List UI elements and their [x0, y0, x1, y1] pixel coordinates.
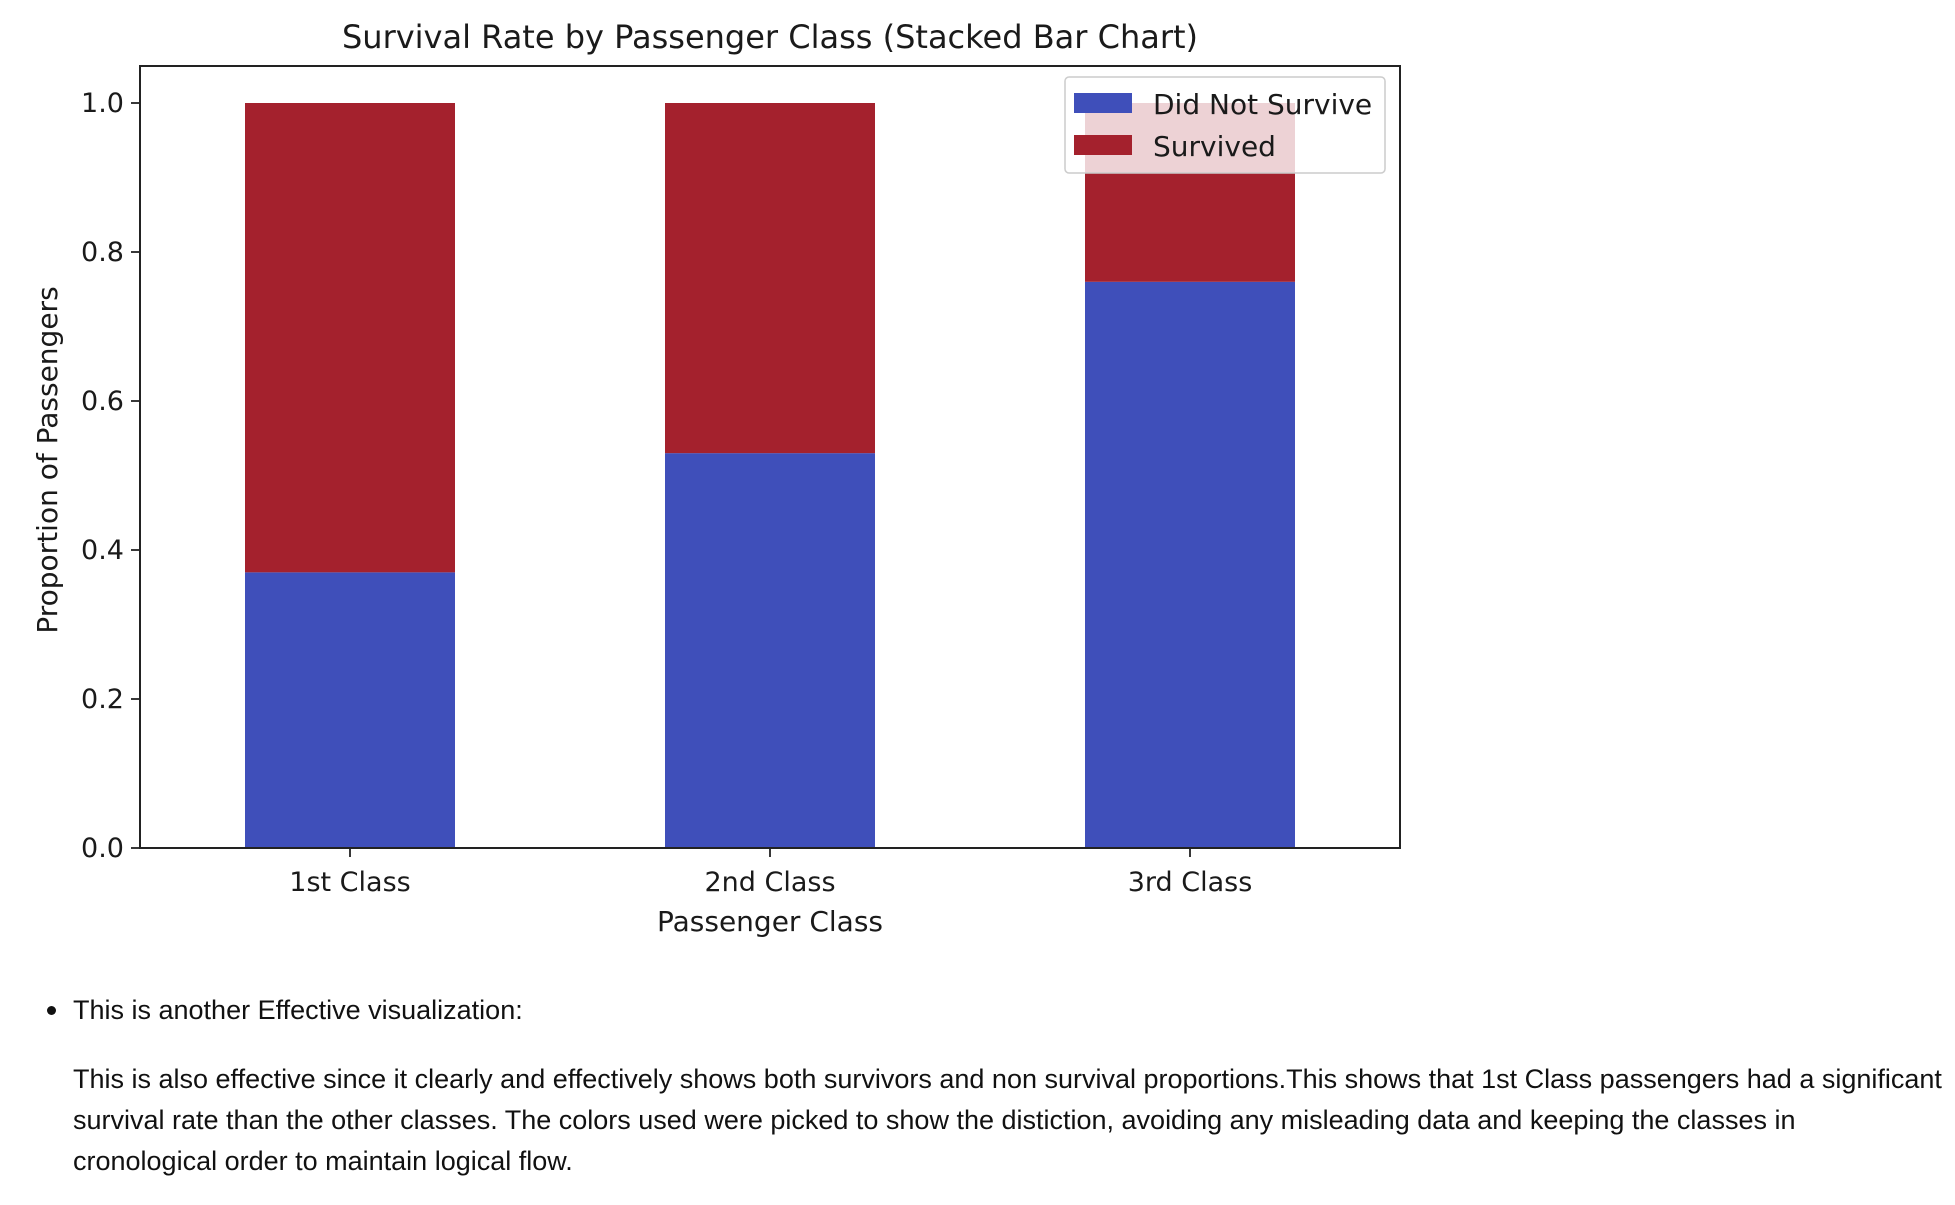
bar-1st-class-did-not-survive: [245, 572, 455, 848]
bullet-dot-icon: [47, 1006, 56, 1015]
notes-section: This is another Effective visualization:…: [40, 990, 1942, 1182]
plot-frame: [139, 65, 1401, 849]
legend: Did Not Survive Survived: [1064, 76, 1386, 174]
x-tick-label: 2nd Class: [704, 867, 835, 898]
y-tick-label: 1.0: [81, 88, 124, 119]
y-tick-label: 0.2: [81, 684, 124, 715]
bullet-text: This is another Effective visualization:: [73, 995, 523, 1025]
chart-container: Survival Rate by Passenger Class (Stacke…: [31, 18, 1401, 938]
bars-layer: [245, 103, 1295, 848]
legend-swatch-survived: [1074, 135, 1132, 155]
legend-frame: [1064, 76, 1386, 174]
y-tick-label: 0.4: [81, 535, 124, 566]
y-tick-label: 0.6: [81, 386, 124, 417]
note-paragraph: This is also effective since it clearly …: [73, 1064, 1942, 1176]
bar-2nd-class-did-not-survive: [665, 453, 875, 848]
x-tick-label: 3rd Class: [1128, 867, 1253, 898]
legend-label-did-not-survive: Did Not Survive: [1153, 88, 1372, 121]
legend-swatch-did-not-survive: [1074, 93, 1132, 113]
x-tick-label: 1st Class: [289, 867, 410, 898]
x-axis-label: Passenger Class: [657, 905, 883, 938]
stacked-bar-chart: Survival Rate by Passenger Class (Stacke…: [31, 18, 1401, 938]
bar-3rd-class-did-not-survive: [1085, 281, 1295, 848]
bar-2nd-class-survived: [665, 103, 875, 454]
chart-title: Survival Rate by Passenger Class (Stacke…: [342, 18, 1198, 56]
legend-label-survived: Survived: [1153, 130, 1276, 163]
bar-1st-class-survived: [245, 103, 455, 573]
y-tick-label: 0.0: [81, 833, 124, 864]
y-axis-label: Proportion of Passengers: [31, 286, 64, 633]
list-item: This is another Effective visualization:: [40, 990, 1930, 1031]
axes-layer: 1st Class 2nd Class 3rd Class 0.0 0.2 0.4 0.6 0…: [81, 65, 1401, 898]
y-tick-label: 0.8: [81, 237, 124, 268]
